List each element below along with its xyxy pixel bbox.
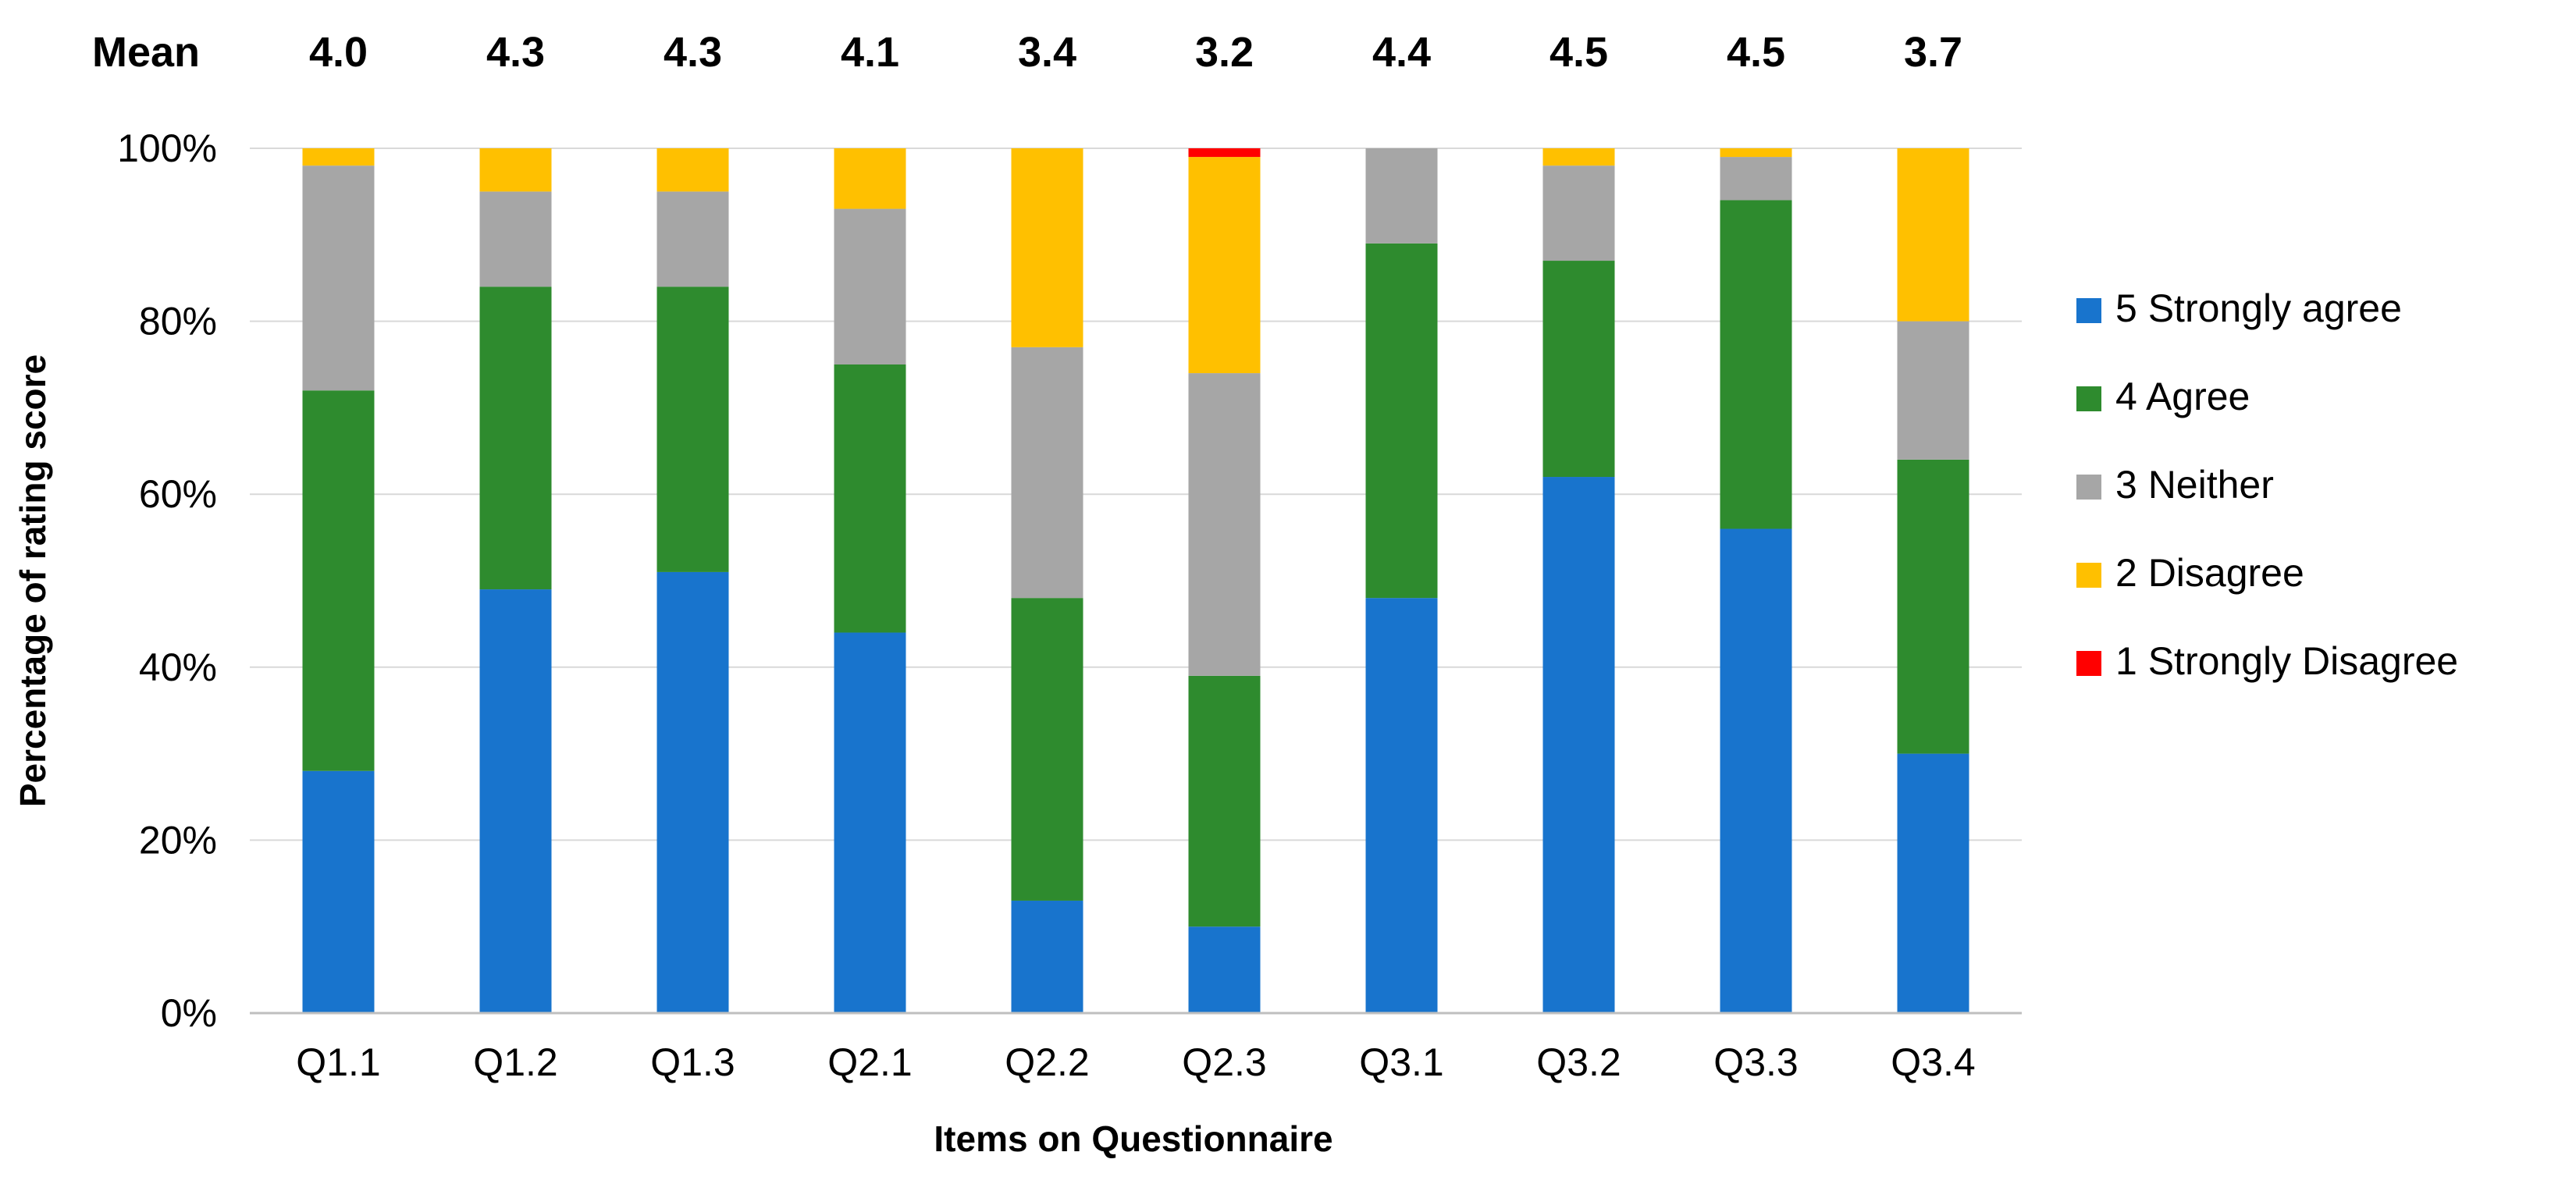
- bar-segment: [1365, 243, 1438, 599]
- mean-header: Mean: [92, 29, 200, 76]
- x-axis-title: Items on Questionnaire: [934, 1118, 1332, 1159]
- legend-swatch: [2076, 298, 2101, 323]
- bar-segment: [1542, 165, 1615, 261]
- bar-segment: [1542, 148, 1615, 166]
- bar-segment: [1365, 598, 1438, 1013]
- bar-segment: [1188, 373, 1261, 676]
- mean-value: 3.4: [1018, 29, 1076, 76]
- x-tick-label: Q3.1: [1359, 1040, 1443, 1084]
- bar-segment: [302, 390, 375, 771]
- bar-segment: [1720, 528, 1792, 1013]
- mean-value: 4.1: [841, 29, 899, 76]
- bar-segment: [1897, 753, 1969, 1013]
- bars: [302, 148, 1969, 1013]
- legend-label: 2 Disagree: [2115, 551, 2304, 595]
- y-axis-ticks: 0% 20% 40% 60% 80% 100%: [117, 126, 217, 1035]
- bar-segment: [479, 286, 552, 590]
- x-axis-ticks: Q1.1 Q1.2 Q1.3 Q2.1 Q2.2 Q2.3 Q3.1 Q3.2 Q3.3 Q3.4: [296, 1040, 1975, 1084]
- bar-segment: [1188, 148, 1261, 158]
- bar-segment: [302, 770, 375, 1013]
- bar-segment: [1365, 148, 1438, 244]
- legend-swatch: [2076, 475, 2101, 500]
- bar-segment: [656, 191, 729, 287]
- bar-segment: [1542, 261, 1615, 478]
- legend-swatch: [2076, 651, 2101, 676]
- legend-label: 5 Strongly agree: [2115, 286, 2402, 330]
- x-tick-label: Q2.3: [1182, 1040, 1266, 1084]
- legend-swatch: [2076, 386, 2101, 411]
- bar-segment: [1011, 148, 1083, 347]
- legend-swatch: [2076, 563, 2101, 588]
- bar-segment: [1720, 148, 1792, 158]
- bar-segment: [1011, 347, 1083, 599]
- bar-segment: [1542, 477, 1615, 1013]
- y-tick-label: 80%: [139, 300, 217, 343]
- mean-value: 4.3: [664, 29, 722, 76]
- x-tick-label: Q2.1: [827, 1040, 912, 1084]
- y-tick-label: 20%: [139, 818, 217, 862]
- x-tick-label: Q1.2: [473, 1040, 557, 1084]
- x-tick-label: Q1.1: [296, 1040, 380, 1084]
- legend-label: 1 Strongly Disagree: [2115, 639, 2458, 683]
- bar-segment: [1188, 675, 1261, 927]
- bar-segment: [1897, 148, 1969, 322]
- bar-segment: [1188, 926, 1261, 1013]
- x-tick-label: Q3.4: [1891, 1040, 1975, 1084]
- bar-segment: [1011, 900, 1083, 1013]
- mean-value: 3.2: [1195, 29, 1254, 76]
- bar-segment: [302, 148, 375, 166]
- mean-value: 4.5: [1550, 29, 1608, 76]
- bar-segment: [834, 148, 906, 209]
- bar-segment: [656, 571, 729, 1013]
- bar-segment: [1720, 157, 1792, 201]
- bar-segment: [834, 632, 906, 1013]
- bar-segment: [479, 191, 552, 287]
- bar-segment: [834, 364, 906, 633]
- mean-value: 4.0: [309, 29, 368, 76]
- bar-segment: [1897, 459, 1969, 754]
- y-axis-title: Percentage of rating score: [12, 354, 53, 807]
- mean-value: 4.5: [1727, 29, 1785, 76]
- mean-value: 3.7: [1904, 29, 1962, 76]
- bar-segment: [656, 286, 729, 572]
- y-tick-label: 100%: [117, 126, 217, 170]
- x-tick-label: Q1.3: [650, 1040, 735, 1084]
- mean-value: 4.3: [486, 29, 545, 76]
- bar-segment: [834, 208, 906, 364]
- bar-segment: [302, 165, 375, 391]
- x-tick-label: Q3.2: [1536, 1040, 1621, 1084]
- bar-segment: [656, 148, 729, 192]
- bar-segment: [1188, 157, 1261, 374]
- y-tick-label: 40%: [139, 645, 217, 689]
- bar-segment: [1011, 598, 1083, 901]
- bar-segment: [1897, 321, 1969, 460]
- mean-value: 4.4: [1372, 29, 1431, 76]
- bar-segment: [479, 589, 552, 1013]
- y-tick-label: 0%: [161, 991, 217, 1035]
- bar-segment: [479, 148, 552, 192]
- x-tick-label: Q3.3: [1713, 1040, 1798, 1084]
- legend-label: 3 Neither: [2115, 463, 2274, 507]
- mean-row: Mean 4.0 4.3 4.3 4.1 3.4 3.2 4.4 4.5 4.5 3.7: [92, 29, 1962, 76]
- x-tick-label: Q2.2: [1005, 1040, 1089, 1084]
- y-tick-label: 60%: [139, 472, 217, 516]
- bar-segment: [1720, 200, 1792, 529]
- legend: 5 Strongly agree 4 Agree 3 Neither 2 Disagr…: [2076, 286, 2458, 683]
- legend-label: 4 Agree: [2115, 375, 2250, 418]
